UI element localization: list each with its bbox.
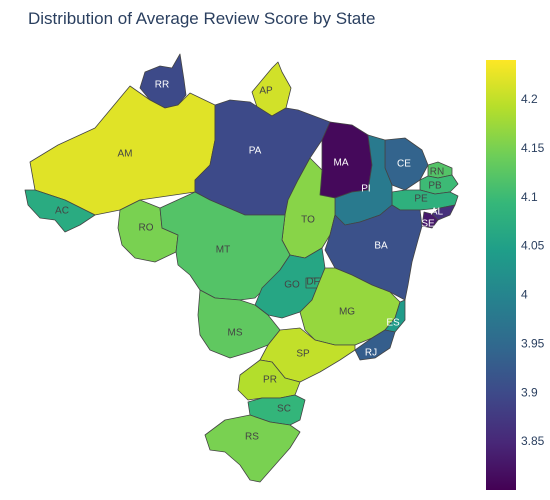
state-label-ba: BA [374, 241, 388, 252]
state-mt[interactable] [159, 191, 291, 301]
state-ac[interactable] [24, 189, 96, 233]
state-label-df: DF [306, 277, 319, 288]
state-label-mt: MT [216, 245, 230, 256]
state-label-se: SE [421, 219, 435, 230]
colorbar-tick-label: 3.9 [521, 385, 538, 399]
state-label-rr: RR [155, 80, 169, 91]
colorbar-ticks: 4.2 4.15 4.1 4.05 4 3.95 3.9 3.85 [521, 92, 545, 448]
state-label-pa: PA [249, 146, 262, 157]
state-label-to: TO [301, 215, 315, 226]
state-label-ro: RO [139, 223, 154, 234]
state-label-rs: RS [245, 432, 259, 443]
colorbar-tick-label: 3.85 [521, 434, 545, 448]
state-rr[interactable] [139, 53, 187, 109]
colorbar-tick-label: 4 [521, 288, 528, 302]
states-layer [24, 53, 459, 483]
state-label-pi: PI [361, 184, 370, 195]
state-label-am: AM [118, 149, 133, 160]
state-label-pr: PR [263, 375, 277, 386]
state-label-go: GO [284, 280, 300, 291]
state-rs[interactable] [204, 414, 301, 483]
colorbar-tick-label: 4.2 [521, 92, 538, 106]
colorbar-tick-label: 4.1 [521, 190, 538, 204]
state-label-rn: RN [430, 167, 444, 178]
chart-title: Distribution of Average Review Score by … [28, 9, 376, 28]
state-label-pb: PB [428, 181, 442, 192]
state-label-pe: PE [414, 194, 428, 205]
state-label-rj: RJ [365, 348, 377, 359]
state-al[interactable] [431, 204, 456, 221]
state-label-ap: AP [259, 86, 273, 97]
colorbar-gradient [486, 60, 516, 490]
state-rj[interactable] [354, 329, 396, 361]
state-label-mg: MG [339, 307, 355, 318]
colorbar-tick-label: 4.15 [521, 141, 545, 155]
colorbar-tick-label: 3.95 [521, 336, 545, 350]
state-label-ms: MS [228, 328, 243, 339]
state-label-ce: CE [397, 159, 411, 170]
colorbar-tick-label: 4.05 [521, 239, 545, 253]
state-label-al: AL [431, 207, 444, 218]
state-label-ma: MA [334, 158, 349, 169]
state-label-sc: SC [277, 404, 291, 415]
state-label-sp: SP [296, 349, 310, 360]
state-se[interactable] [421, 211, 439, 229]
state-label-es: ES [386, 318, 400, 329]
state-label-ac: AC [55, 206, 69, 217]
